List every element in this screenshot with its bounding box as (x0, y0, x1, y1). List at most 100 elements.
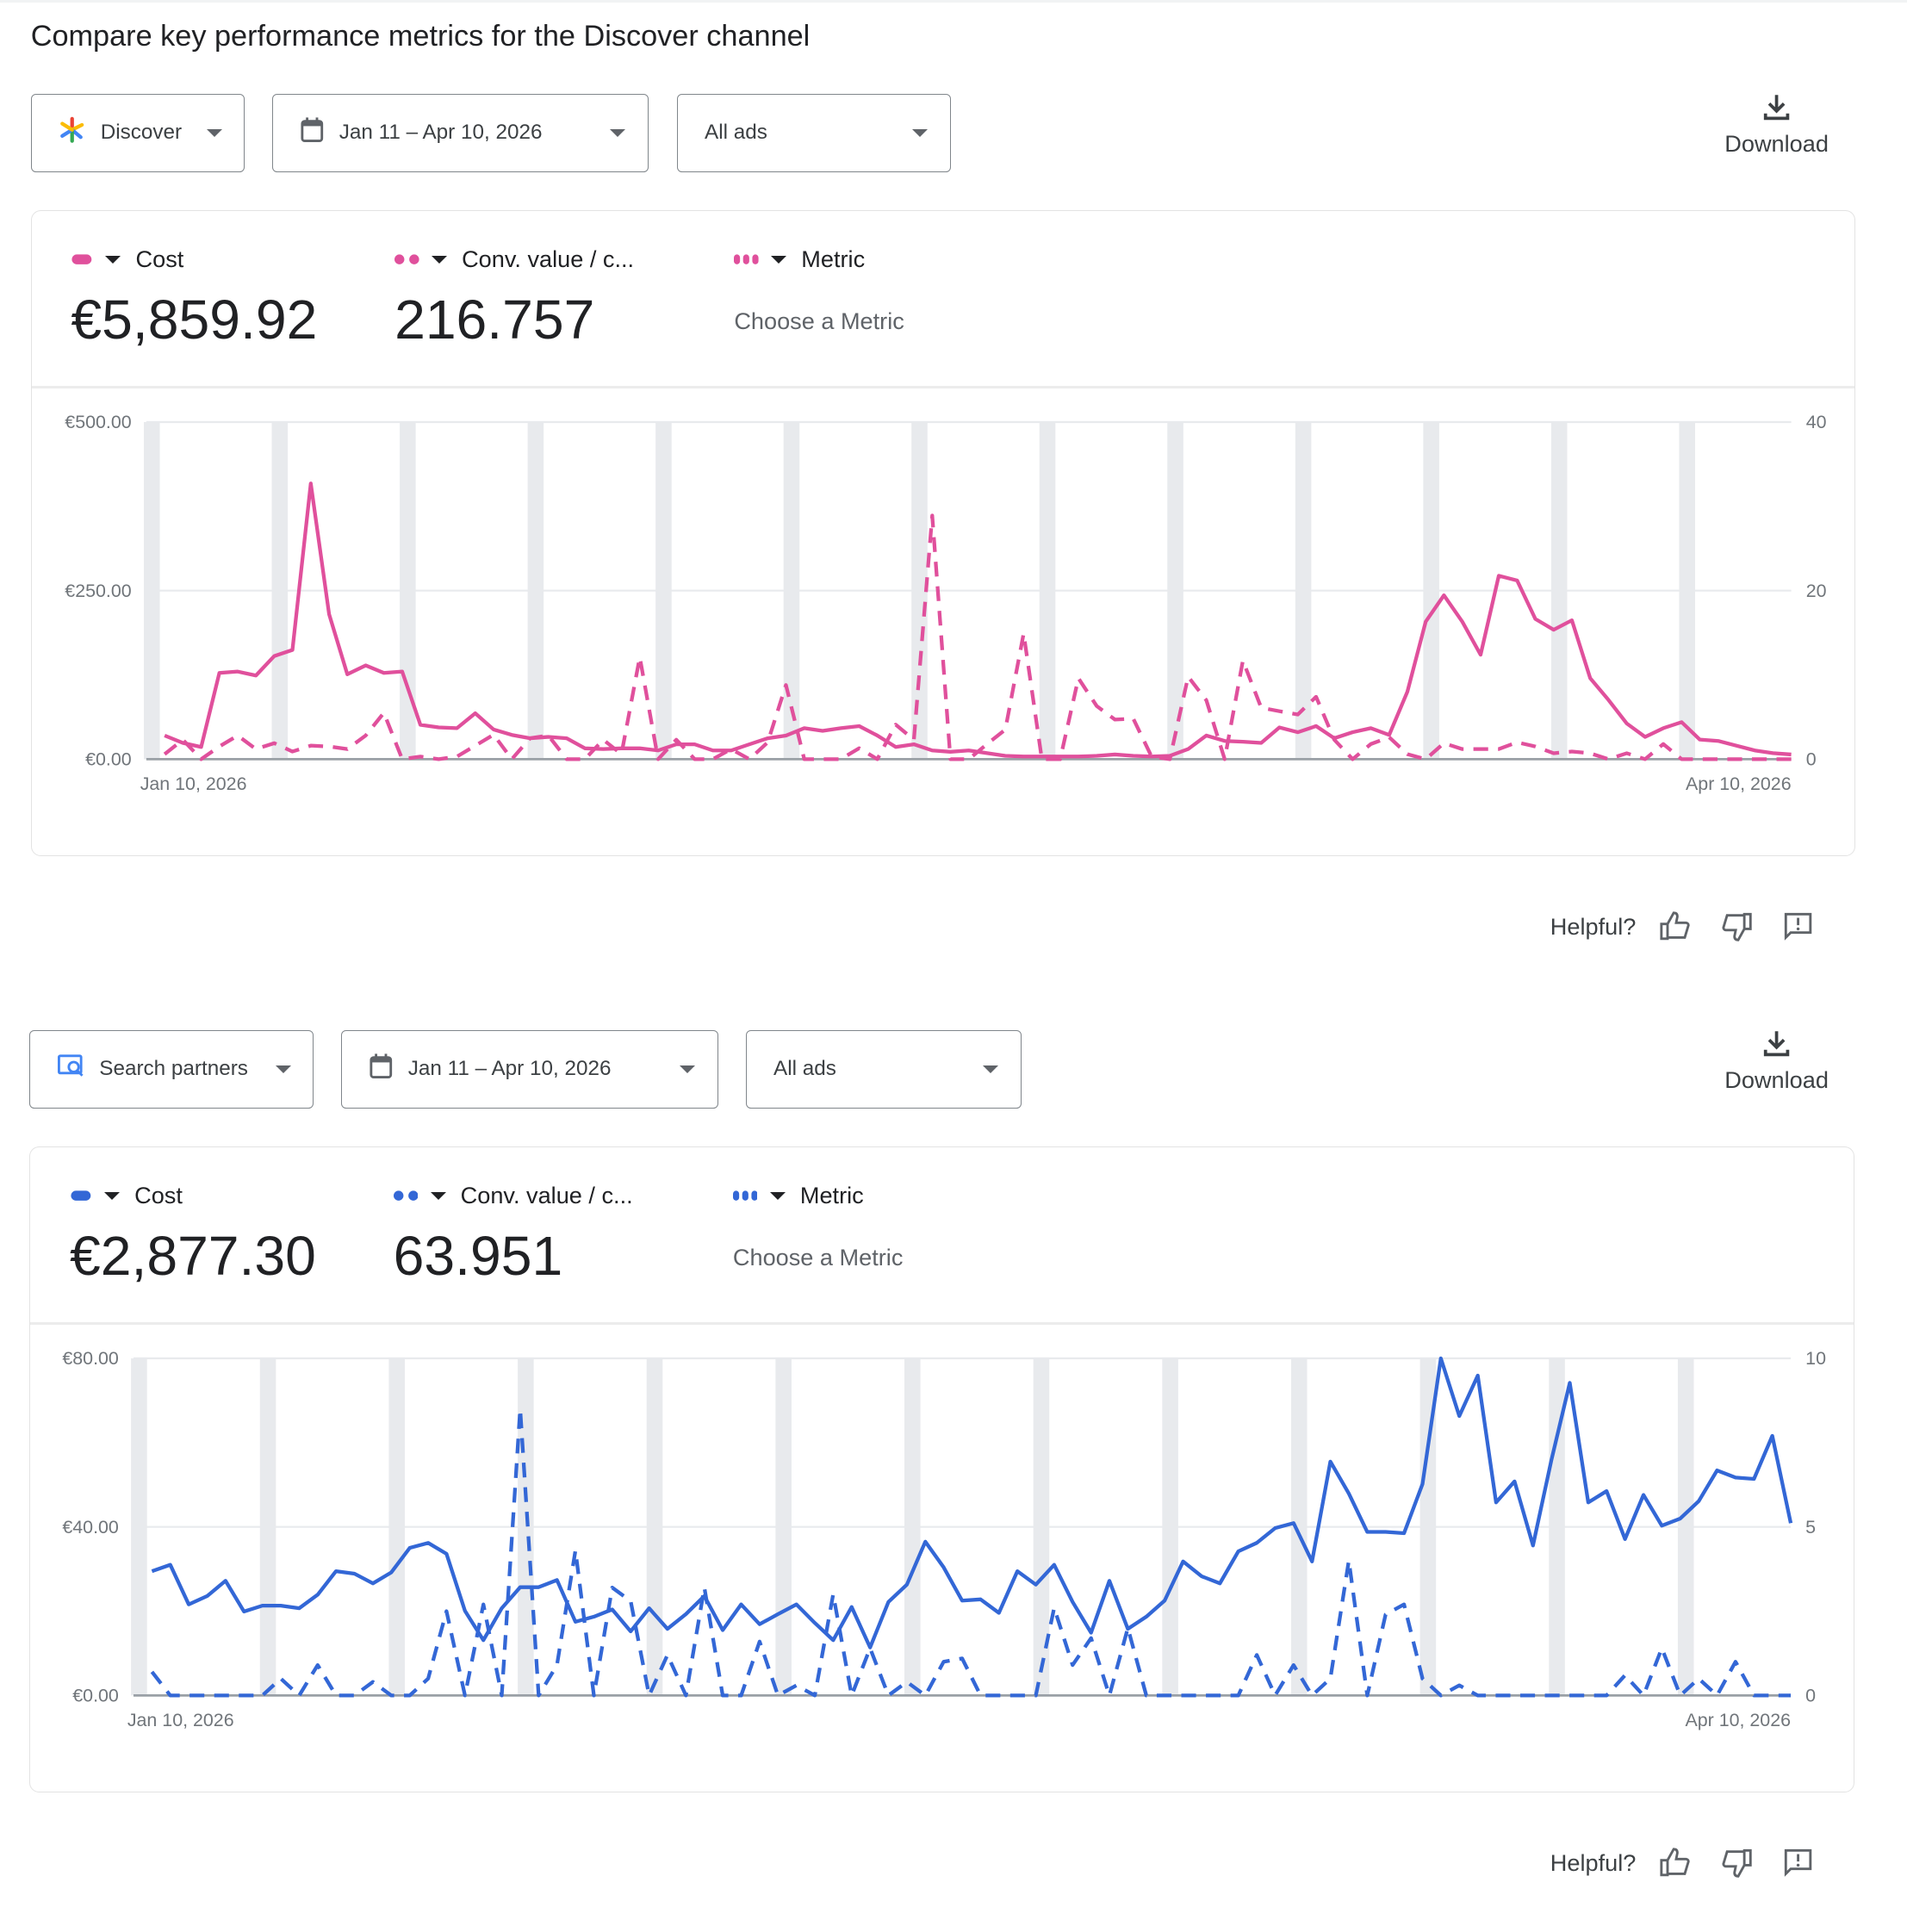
date-range-label: Jan 11 – Apr 10, 2026 (339, 121, 543, 145)
y-right-tick-label: 0 (1805, 749, 1816, 769)
metric-conv-value-cost[interactable]: Conv. value / c... 63.951 (393, 1182, 633, 1288)
channel-label: Discover (100, 121, 183, 145)
calendar-icon (369, 1053, 394, 1085)
caret-down-icon (105, 255, 121, 264)
report-issue-button[interactable] (1776, 1847, 1820, 1879)
download-label: Download (1724, 1066, 1829, 1094)
y-right-tick-label: 0 (1805, 1685, 1816, 1705)
feedback-row: Helpful? (1550, 910, 1821, 942)
y-left-tick-label: €0.00 (85, 749, 132, 769)
discover-section: Discover Jan 11 – Apr 10, 2026 All ads D… (0, 0, 1907, 941)
thumbs-down-button[interactable] (1715, 910, 1759, 942)
y-left-tick-label: €40.00 (63, 1516, 120, 1537)
solid-line-swatch-icon (71, 254, 92, 264)
search-partners-line-chart: €80.00 €40.00 €0.00 10 5 0 Jan 10, 2026 Apr 10,… (63, 1348, 1827, 1730)
download-button[interactable]: Download (1715, 91, 1838, 158)
metric-name: Conv. value / c... (462, 245, 635, 273)
metric-name: Metric (801, 245, 866, 273)
ads-filter-label: All ads (773, 1057, 836, 1081)
discover-line-chart: €500.00 €250.00 €0.00 40 20 0 Jan 10, 2026 Apr … (65, 412, 1826, 794)
y-right-tick-label: 10 (1805, 1348, 1826, 1369)
chevron-down-icon (982, 1065, 998, 1074)
conv-value-cost-series-line (151, 1407, 1792, 1698)
thumbs-up-icon (1660, 911, 1691, 941)
dashed-line-swatch-icon (394, 254, 419, 264)
channel-dropdown[interactable]: Search partners (29, 1029, 314, 1109)
chevron-down-icon (206, 128, 222, 138)
caret-down-icon (431, 255, 447, 264)
chevron-down-icon (912, 128, 929, 138)
metric-value: 63.951 (393, 1225, 563, 1288)
chevron-down-icon (680, 1065, 696, 1074)
metrics-card: Cost €5,859.92 Conv. value / c... 216.75… (30, 210, 1856, 857)
y-left-tick-label: €80.00 (63, 1348, 120, 1369)
metric-value: €2,877.30 (69, 1225, 316, 1288)
thumbs-down-button[interactable] (1715, 1847, 1759, 1879)
helpful-label: Helpful? (1550, 1848, 1637, 1876)
card-divider (30, 1322, 1854, 1325)
feedback-row: Helpful? (1550, 1847, 1821, 1879)
choose-metric-placeholder: Choose a Metric (734, 308, 904, 335)
card-divider (31, 386, 1855, 388)
y-right-tick-label: 5 (1805, 1516, 1816, 1537)
cost-series-line (151, 1356, 1793, 1649)
ads-filter-dropdown[interactable]: All ads (676, 93, 952, 172)
caret-down-icon (769, 1191, 786, 1201)
solid-line-swatch-icon (71, 1190, 91, 1201)
y-left-tick-label: €0.00 (73, 1685, 120, 1705)
feedback-icon (1785, 1848, 1812, 1877)
calendar-icon (300, 116, 325, 149)
feedback-icon (1785, 912, 1812, 941)
conv-value-cost-series-line (163, 513, 1792, 761)
metric-name: Metric (799, 1182, 864, 1209)
date-range-dropdown[interactable]: Jan 11 – Apr 10, 2026 (271, 93, 649, 172)
x-tick-label: Jan 10, 2026 (140, 773, 246, 794)
metric-name: Conv. value / c... (460, 1182, 633, 1209)
page-title: Compare key performance metrics for the … (30, 19, 811, 53)
y-left-tick-label: €250.00 (65, 580, 131, 600)
dotted-line-swatch-icon (734, 254, 759, 264)
channel-dropdown[interactable]: Discover (30, 93, 245, 172)
metric-value: €5,859.92 (71, 289, 318, 351)
thumbs-up-icon (1660, 1848, 1691, 1877)
thumbs-up-button[interactable] (1653, 1847, 1697, 1879)
ads-filter-label: All ads (705, 121, 767, 145)
x-tick-label: Apr 10, 2026 (1686, 773, 1792, 794)
download-label: Download (1724, 130, 1829, 158)
chevron-down-icon (610, 128, 626, 138)
metrics-card: Cost €2,877.30 Conv. value / c... 63.951… (29, 1146, 1854, 1793)
metric-value: 216.757 (394, 289, 595, 351)
metric-name: Cost (134, 1182, 183, 1209)
choose-metric-placeholder: Choose a Metric (732, 1244, 904, 1271)
download-button[interactable]: Download (1715, 1028, 1838, 1095)
x-tick-label: Apr 10, 2026 (1686, 1710, 1792, 1730)
metric-cost[interactable]: Cost €2,877.30 (70, 1182, 316, 1288)
download-icon (1763, 94, 1790, 120)
caret-down-icon (771, 255, 787, 264)
metric-chooser[interactable]: Metric Choose a Metric (732, 1182, 904, 1271)
date-range-dropdown[interactable]: Jan 11 – Apr 10, 2026 (340, 1029, 719, 1109)
search-partners-icon (57, 1053, 84, 1084)
chevron-down-icon (275, 1065, 291, 1074)
ads-filter-dropdown[interactable]: All ads (745, 1029, 1022, 1109)
metric-chooser[interactable]: Metric Choose a Metric (734, 245, 904, 335)
search-partners-section: Search partners Jan 11 – Apr 10, 2026 Al… (0, 936, 1907, 1878)
report-issue-button[interactable] (1776, 910, 1820, 942)
download-icon (1763, 1030, 1790, 1056)
discover-star-icon (59, 116, 85, 149)
caret-down-icon (430, 1191, 446, 1201)
thumbs-up-button[interactable] (1653, 910, 1697, 942)
thumbs-down-icon (1722, 912, 1752, 941)
x-tick-label: Jan 10, 2026 (127, 1710, 234, 1730)
metric-name: Cost (135, 245, 184, 273)
y-left-tick-label: €500.00 (65, 412, 131, 432)
metric-cost[interactable]: Cost €5,859.92 (71, 245, 317, 351)
y-right-tick-label: 20 (1805, 580, 1826, 600)
helpful-label: Helpful? (1550, 912, 1637, 940)
dotted-line-swatch-icon (732, 1190, 758, 1201)
date-range-label: Jan 11 – Apr 10, 2026 (407, 1057, 612, 1081)
y-right-tick-label: 40 (1805, 412, 1826, 432)
metric-conv-value-cost[interactable]: Conv. value / c... 216.757 (394, 245, 634, 351)
channel-label: Search partners (99, 1057, 248, 1081)
top-divider (0, 0, 1907, 3)
